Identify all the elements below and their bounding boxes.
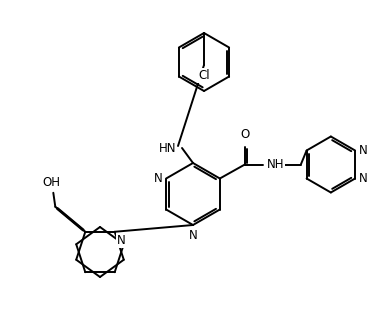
Text: O: O [240,128,250,140]
Text: N: N [189,229,197,242]
Text: N: N [359,144,368,157]
Text: Cl: Cl [198,69,210,82]
Text: N: N [359,172,368,185]
Text: OH: OH [42,176,60,189]
Text: HN: HN [159,141,176,155]
Text: N: N [117,234,126,247]
Text: NH: NH [267,158,284,171]
Text: N: N [153,172,162,185]
